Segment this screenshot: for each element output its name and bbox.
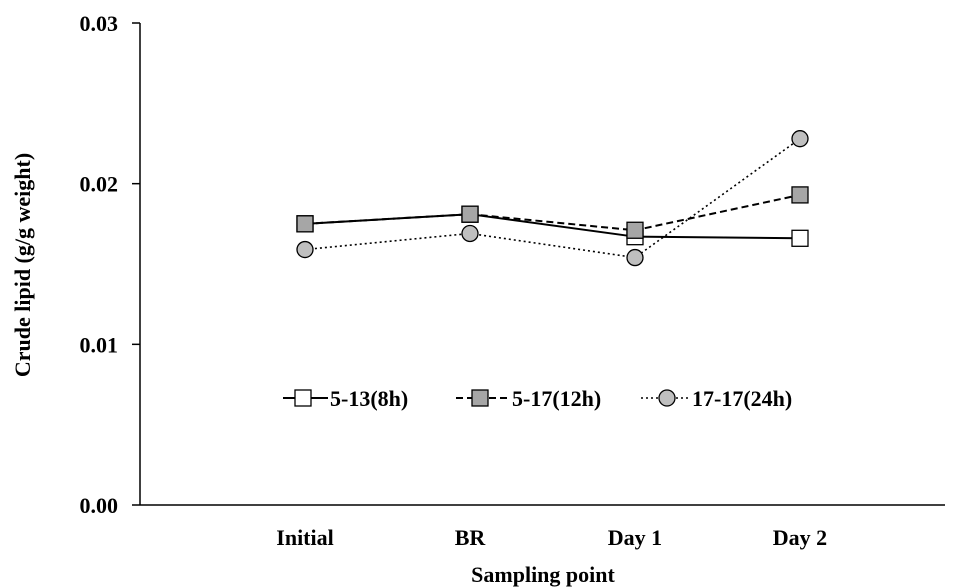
data-point bbox=[791, 130, 809, 148]
series-5-17(12h) bbox=[296, 186, 809, 239]
data-point bbox=[461, 224, 479, 243]
series-line bbox=[304, 213, 801, 240]
y-tick-label: 0.02 bbox=[80, 172, 119, 197]
legend-entry: 17-17(24h) bbox=[641, 386, 792, 411]
y-tick-label: 0.00 bbox=[80, 493, 119, 518]
legend-entry: 5-17(12h) bbox=[456, 386, 601, 411]
data-point bbox=[461, 205, 479, 223]
axes bbox=[139, 23, 945, 506]
x-tick-label: Day 2 bbox=[773, 525, 827, 550]
data-point bbox=[626, 221, 644, 239]
x-ticks: Initial BR Day 1 Day 2 bbox=[276, 525, 827, 550]
x-axis-title: Sampling point bbox=[471, 562, 615, 587]
legend-entry: 5-13(8h) bbox=[283, 386, 408, 411]
series-line bbox=[304, 138, 801, 259]
y-ticks: 0.00 0.01 0.02 0.03 bbox=[80, 11, 140, 518]
data-point bbox=[791, 229, 809, 247]
legend-label: 5-13(8h) bbox=[330, 386, 408, 411]
series-layer bbox=[296, 130, 809, 267]
x-tick-label: Initial bbox=[276, 525, 333, 550]
x-tick-label: Day 1 bbox=[608, 525, 662, 550]
data-point bbox=[296, 215, 314, 233]
legend-label: 17-17(24h) bbox=[692, 386, 792, 411]
series-17-17(24h) bbox=[296, 130, 809, 267]
legend-marker bbox=[294, 389, 312, 407]
legend: 5-13(8h) 5-17(12h) 17-17(24h) bbox=[283, 386, 792, 411]
legend-marker bbox=[658, 389, 676, 407]
legend-label: 5-17(12h) bbox=[512, 386, 601, 411]
data-point bbox=[626, 248, 644, 267]
y-tick-label: 0.03 bbox=[80, 11, 119, 36]
y-tick-label: 0.01 bbox=[80, 332, 119, 357]
data-point bbox=[791, 186, 809, 204]
series-5-13(8h) bbox=[296, 205, 809, 247]
legend-marker bbox=[471, 389, 489, 407]
series-line bbox=[304, 193, 801, 232]
x-tick-label: BR bbox=[455, 525, 487, 550]
y-axis-title: Crude lipid (g/g weight) bbox=[10, 153, 35, 377]
data-point bbox=[296, 240, 314, 259]
